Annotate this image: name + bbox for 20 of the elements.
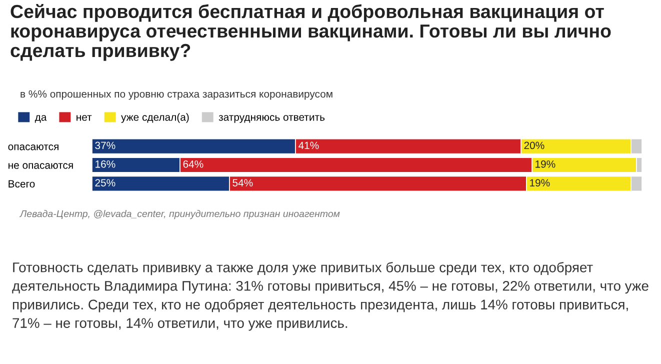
data-label: 19% bbox=[536, 160, 556, 168]
chart-subtitle: в %% опрошенных по уровню страха заразиться коронавирусом bbox=[20, 90, 332, 100]
legend-label: нет bbox=[76, 115, 92, 121]
chart-title: Сейчас проводится бесплатная и добровольная вакцинация от коронавируса отечественными вакцинами. Готовы ли вы лично сделать прививку? bbox=[10, 4, 611, 61]
legend-label: затрудняюсь ответить bbox=[218, 115, 325, 123]
text: Левада-Центр, @levada_center, принудительно признан иноагентом bbox=[19, 210, 340, 220]
y-tick-label: не опасаются bbox=[8, 163, 73, 169]
y-tick-label: опасаются bbox=[8, 144, 58, 150]
y-tick-label: Всего bbox=[8, 180, 35, 188]
legend-label: да bbox=[34, 115, 47, 123]
data-label: 37% bbox=[95, 142, 116, 150]
data-label: 20% bbox=[524, 142, 544, 150]
data-label: 16% bbox=[96, 160, 116, 168]
data-label: 54% bbox=[232, 179, 253, 186]
data-label: 25% bbox=[95, 179, 116, 186]
legend-label: уже сделал(а) bbox=[121, 113, 189, 123]
text: Готовность сделать прививку а также доля уже привитых больше среди тех, кто одобряет деятельность Владимира Путина: 31% готовы привиться, 45% – не готовы, 22% ответили, что уже привились. Среди тех, кто не одобряет деятельность президента, лишь 14% готовы привиться, 71% – не готовы, 14% ответили, что уже привились. bbox=[12, 262, 648, 331]
data-label: 64% bbox=[183, 160, 204, 168]
data-label: 41% bbox=[298, 142, 319, 150]
data-label: 19% bbox=[530, 179, 550, 186]
